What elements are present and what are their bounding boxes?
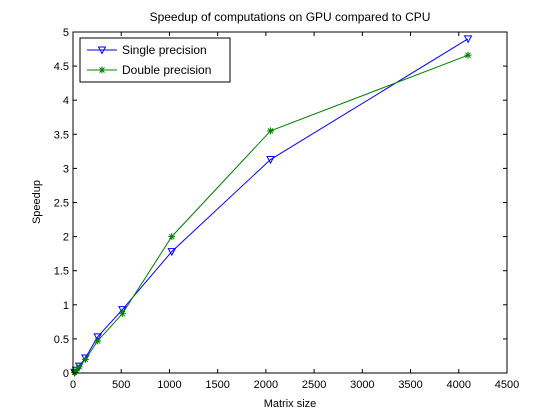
- axis-ticks: 0 500 1000 1500 2000 2500 3000 3500 4000 4500 0 0.5…: [54, 27, 520, 391]
- data-series-layer: [70, 35, 473, 377]
- x-tick-label: 4000: [447, 379, 471, 391]
- data-point: [81, 355, 89, 363]
- data-point: [266, 156, 275, 165]
- chart-title: Speedup of computations on GPU compared …: [150, 10, 431, 24]
- y-tick-label: 0: [63, 368, 69, 380]
- plot-area: [73, 32, 507, 373]
- data-point: [118, 310, 126, 318]
- legend-entry: Double precision: [87, 63, 211, 77]
- y-tick-label: 1: [63, 300, 69, 312]
- data-point: [463, 35, 473, 44]
- y-tick-label: 4: [63, 95, 69, 107]
- y-tick-label: 3.5: [54, 129, 69, 141]
- legend-box: [79, 37, 231, 83]
- x-tick-label: 1000: [157, 379, 181, 391]
- legend-marker: [97, 46, 107, 55]
- data-point: [118, 306, 127, 315]
- x-tick-label: 2500: [302, 379, 326, 391]
- x-tick-label: 1500: [205, 379, 229, 391]
- data-point: [267, 127, 275, 135]
- data-point: [168, 233, 176, 241]
- legend-marker: [98, 66, 106, 74]
- legend: Single precision Double precision: [79, 37, 231, 83]
- y-tick-label: 1.5: [54, 266, 69, 278]
- y-tick-label: 4.5: [54, 61, 69, 73]
- x-tick-label: 0: [70, 379, 76, 391]
- y-tick-label: 3: [63, 163, 69, 175]
- plot-frame: [72, 31, 508, 374]
- y-axis-label: Speedup: [31, 180, 43, 224]
- legend-label: Double precision: [122, 63, 211, 77]
- data-point: [94, 337, 102, 345]
- legend-label: Single precision: [122, 43, 207, 57]
- x-axis-label: Matrix size: [264, 398, 317, 410]
- x-tick-label: 2000: [254, 379, 278, 391]
- x-tick-label: 4500: [495, 379, 519, 391]
- y-tick-label: 2: [63, 232, 69, 244]
- x-tick-label: 3000: [350, 379, 374, 391]
- legend-entry: Single precision: [87, 43, 207, 57]
- y-tick-label: 0.5: [54, 334, 69, 346]
- data-point: [464, 51, 472, 59]
- y-tick-label: 2.5: [54, 198, 69, 210]
- data-point: [167, 248, 177, 257]
- data-point: [93, 333, 103, 342]
- y-tick-label: 5: [63, 27, 69, 39]
- data-point: [75, 363, 83, 371]
- x-tick-label: 500: [112, 379, 130, 391]
- x-tick-label: 3500: [398, 379, 422, 391]
